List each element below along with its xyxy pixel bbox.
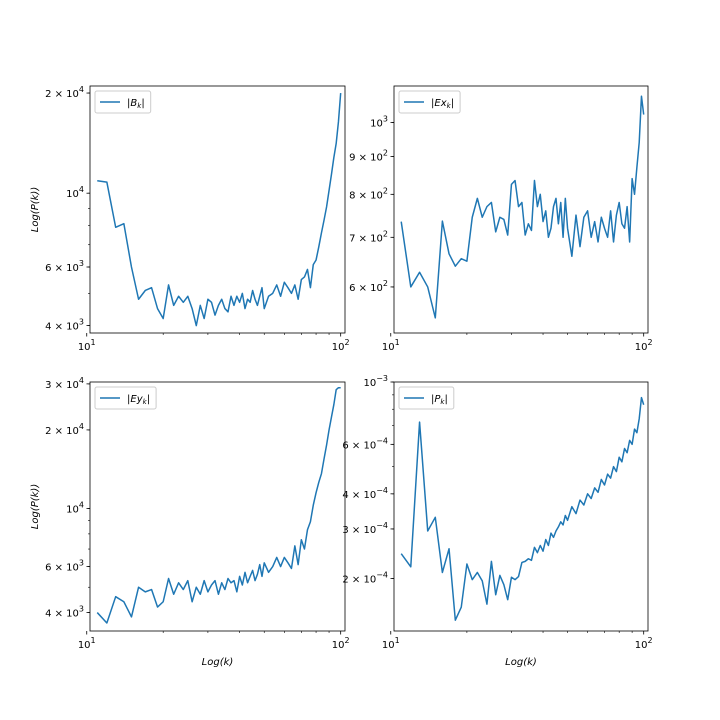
y-tick-label: 2 × 104 <box>45 422 84 437</box>
x-tick-label: 101 <box>382 338 400 353</box>
legend-label: |Exk| <box>431 98 454 110</box>
y-tick-label: 9 × 102 <box>349 148 388 163</box>
series-line <box>96 386 341 624</box>
y-tick-label: 6 × 103 <box>45 259 84 274</box>
y-tick-label: 3 × 10−4 <box>342 521 388 536</box>
legend-label: |Bk| <box>127 98 145 110</box>
x-tick-label: 101 <box>78 636 96 651</box>
y-axis-label: Log(P(k)) <box>30 187 41 232</box>
y-tick-label: 7 × 102 <box>349 229 388 244</box>
subplot-exk: 101 102 6 × 102 7 × 102 8 × 102 9 × 102 103 |Ex… <box>349 85 653 353</box>
y-tick-label: 6 × 102 <box>349 279 388 294</box>
legend-box <box>94 386 157 410</box>
y-tick-label: 104 <box>66 185 84 200</box>
series-line <box>400 95 645 319</box>
y-tick-label: 8 × 102 <box>349 186 388 201</box>
legend-box <box>398 90 461 114</box>
axes-frame <box>393 85 649 334</box>
legend-box <box>94 90 152 114</box>
axes-frame <box>89 85 346 334</box>
x-axis-label: Log(k) <box>202 657 234 668</box>
y-tick-label: 6 × 10−4 <box>342 436 388 451</box>
legend: |Bk| <box>94 90 152 114</box>
x-axis-label: Log(k) <box>505 657 537 668</box>
x-tick-label: 102 <box>635 636 653 651</box>
legend: |Eyk| <box>94 386 157 410</box>
x-tick-label: 102 <box>332 636 350 651</box>
series-line <box>97 92 342 327</box>
y-tick-label: 4 × 103 <box>45 318 84 333</box>
y-tick-label: 2 × 104 <box>45 85 84 100</box>
y-axis-label: Log(P(k)) <box>30 484 41 529</box>
legend: |Pk| <box>398 386 455 410</box>
x-tick-label: 102 <box>332 338 350 353</box>
y-tick-label: 3 × 104 <box>45 376 84 391</box>
legend-label: |Pk| <box>431 394 448 406</box>
y-tick-label: 6 × 103 <box>45 559 84 574</box>
series-line <box>400 396 645 621</box>
axes-frame <box>393 381 649 632</box>
x-tick-label: 102 <box>635 338 653 353</box>
legend: |Exk| <box>398 90 461 114</box>
legend-box <box>398 386 455 410</box>
x-tick-label: 101 <box>78 338 96 353</box>
y-tick-label: 103 <box>370 114 388 129</box>
subplot-pk: 101 102 2 × 10−4 3 × 10−4 4 × 10−4 6 × 10−4 10… <box>342 374 652 668</box>
axes-frame <box>89 381 346 632</box>
y-tick-label: 4 × 103 <box>45 605 84 620</box>
legend-label: |Eyk| <box>127 394 150 406</box>
subplot-bk: 101 102 4 × 103 6 × 103 104 2 × 104 Log(P(k)) |… <box>30 85 350 353</box>
y-tick-label: 104 <box>66 501 84 516</box>
subplot-eyk: 101 102 4 × 103 6 × 103 104 2 × 104 3 × 104 Log… <box>30 376 350 668</box>
x-tick-label: 101 <box>382 636 400 651</box>
y-tick-label: 4 × 10−4 <box>342 486 388 501</box>
y-tick-label: 10−3 <box>363 374 388 389</box>
y-tick-label: 2 × 10−4 <box>342 570 388 585</box>
